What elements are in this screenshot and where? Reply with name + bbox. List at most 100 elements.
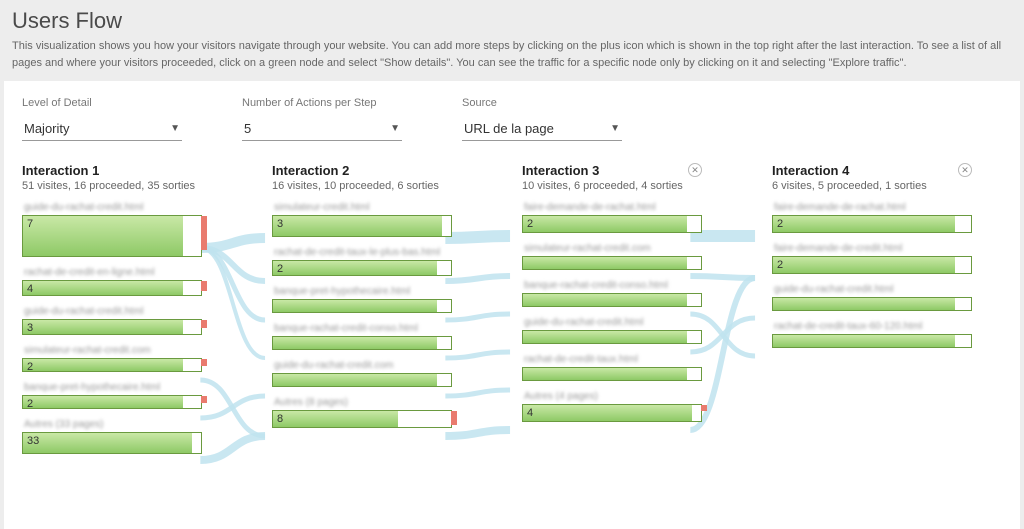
node-value: 2 [27,398,33,410]
flow-node[interactable]: guide-du-rachat-credit.html [522,317,702,344]
node-url-label: faire-demande-de-rachat.html [522,202,702,215]
column-subtitle: 16 visites, 10 proceeded, 6 sorties [272,180,452,192]
node-url-label: rachat-de-credit-taux-le-plus-bas.html [272,247,452,260]
flow-node[interactable]: simulateur-rachat-credit.com 2 [22,345,202,372]
node-bar-fill [523,405,692,421]
node-url-label: guide-du-rachat-credit.html [22,202,202,215]
filter-label: Level of Detail [22,97,182,109]
node-exit-indicator [451,411,457,425]
node-exit-indicator [201,396,207,403]
column-title: Interaction 1 [22,163,202,178]
flow-node[interactable]: guide-du-rachat-credit.com [272,360,452,387]
column-header: Interaction 46 visites, 5 proceeded, 1 s… [772,163,972,192]
node-bar [522,293,702,307]
node-bar [522,367,702,381]
node-bar [272,299,452,313]
node-value: 33 [27,435,39,447]
node-bar-fill [523,368,687,380]
filter-label: Number of Actions per Step [242,97,402,109]
node-value: 2 [777,259,783,271]
node-bar: 2 [22,395,202,409]
flow-node[interactable]: banque-pret-hypothecaire.html 2 [22,382,202,409]
node-url-label: guide-du-rachat-credit.html [22,306,202,319]
actions-per-step-select[interactable]: 5 ▼ [242,117,402,141]
node-bar: 8 [272,410,452,428]
node-bar-fill [23,433,192,453]
flow-column: Interaction 2 16 visites, 10 proceeded, 6… [272,163,522,454]
flow-node[interactable]: guide-du-rachat-credit.html3 [22,306,202,335]
node-value: 4 [527,407,533,419]
node-url-label: banque-pret-hypothecaire.html [22,382,202,395]
flow-node[interactable]: Autres (4 pages)4 [522,391,702,422]
flow-node[interactable]: guide-du-rachat-credit.html [772,284,972,311]
node-bar-fill [523,257,687,269]
chevron-down-icon: ▼ [390,123,400,134]
flow-node[interactable]: simulateur-credit.html3 [272,202,452,237]
node-url-label: Autres (33 pages) [22,419,202,432]
page-title: Users Flow [0,0,1024,38]
node-bar: 3 [22,319,202,335]
flow-node[interactable]: banque-pret-hypothecaire.html [272,286,452,313]
node-exit-indicator [701,405,707,411]
column-header: Interaction 2 16 visites, 10 proceeded, 6… [272,163,452,192]
column-subtitle: 51 visites, 16 proceeded, 35 sorties [22,180,202,192]
node-exit-indicator [201,359,207,366]
node-bar-fill [23,216,183,256]
node-value: 2 [277,263,283,275]
node-exit-indicator [201,320,207,328]
node-url-label: rachat-de-credit-taux-60-120.html [772,321,972,334]
node-value: 8 [277,413,283,425]
flow-node[interactable]: rachat-de-credit-en-ligne.html4 [22,267,202,296]
node-bar-fill [523,216,687,232]
node-url-label: simulateur-rachat-credit.com [22,345,202,358]
users-flow-chart: Interaction 1 51 visites, 16 proceeded, 3… [22,163,1002,523]
node-value: 2 [777,218,783,230]
flow-node[interactable]: faire-demande-de-rachat.html 2 [522,202,702,233]
node-value: 4 [27,283,33,295]
flow-node[interactable]: faire-demande-de-rachat.html 2 [772,202,972,233]
node-bar-fill [773,298,955,310]
flow-node[interactable]: simulateur-rachat-credit.com [522,243,702,270]
node-url-label: faire-demande-de-credit.html [772,243,972,256]
flow-node[interactable]: rachat-de-credit-taux-60-120.html [772,321,972,348]
node-bar: 2 [522,215,702,233]
node-url-label: rachat-de-credit-taux.html [522,354,702,367]
node-bar: 4 [522,404,702,422]
flow-column: Interaction 310 visites, 6 proceeded, 4 … [522,163,772,454]
node-bar: 2 [772,256,972,274]
flow-node[interactable]: Autres (33 pages) 33 [22,419,202,454]
flow-node[interactable]: Autres (8 pages) 8 [272,397,452,428]
level-of-detail-select[interactable]: Majority ▼ [22,117,182,141]
source-select[interactable]: URL de la page ▼ [462,117,622,141]
node-bar: 4 [22,280,202,296]
column-title: Interaction 2 [272,163,452,178]
node-exit-indicator [201,281,207,291]
node-url-label: guide-du-rachat-credit.com [272,360,452,373]
flow-node[interactable]: faire-demande-de-credit.html 2 [772,243,972,274]
node-url-label: faire-demande-de-rachat.html [772,202,972,215]
node-value: 2 [27,361,33,373]
flow-node[interactable]: rachat-de-credit-taux-le-plus-bas.html 2 [272,247,452,276]
node-url-label: simulateur-rachat-credit.com [522,243,702,256]
column-title: Interaction 3 [522,163,702,178]
node-bar [522,256,702,270]
node-bar [772,334,972,348]
node-bar-fill [773,257,955,273]
flow-node[interactable]: banque-rachat-credit-conso.html [272,323,452,350]
column-header: Interaction 310 visites, 6 proceeded, 4 … [522,163,702,192]
chevron-down-icon: ▼ [610,123,620,134]
node-bar-fill [273,411,398,427]
node-value: 2 [527,218,533,230]
remove-column-icon[interactable]: ✕ [958,163,972,177]
node-url-label: Autres (8 pages) [272,397,452,410]
flow-column: Interaction 1 51 visites, 16 proceeded, 3… [22,163,272,454]
node-bar: 2 [22,358,202,372]
select-value: Majority [24,121,70,136]
flow-node[interactable]: banque-rachat-credit-conso.html [522,280,702,307]
filter-level-of-detail: Level of Detail Majority ▼ [22,97,182,141]
remove-column-icon[interactable]: ✕ [688,163,702,177]
node-url-label: simulateur-credit.html [272,202,452,215]
node-bar [522,330,702,344]
flow-node[interactable]: guide-du-rachat-credit.html7 [22,202,202,257]
flow-node[interactable]: rachat-de-credit-taux.html [522,354,702,381]
